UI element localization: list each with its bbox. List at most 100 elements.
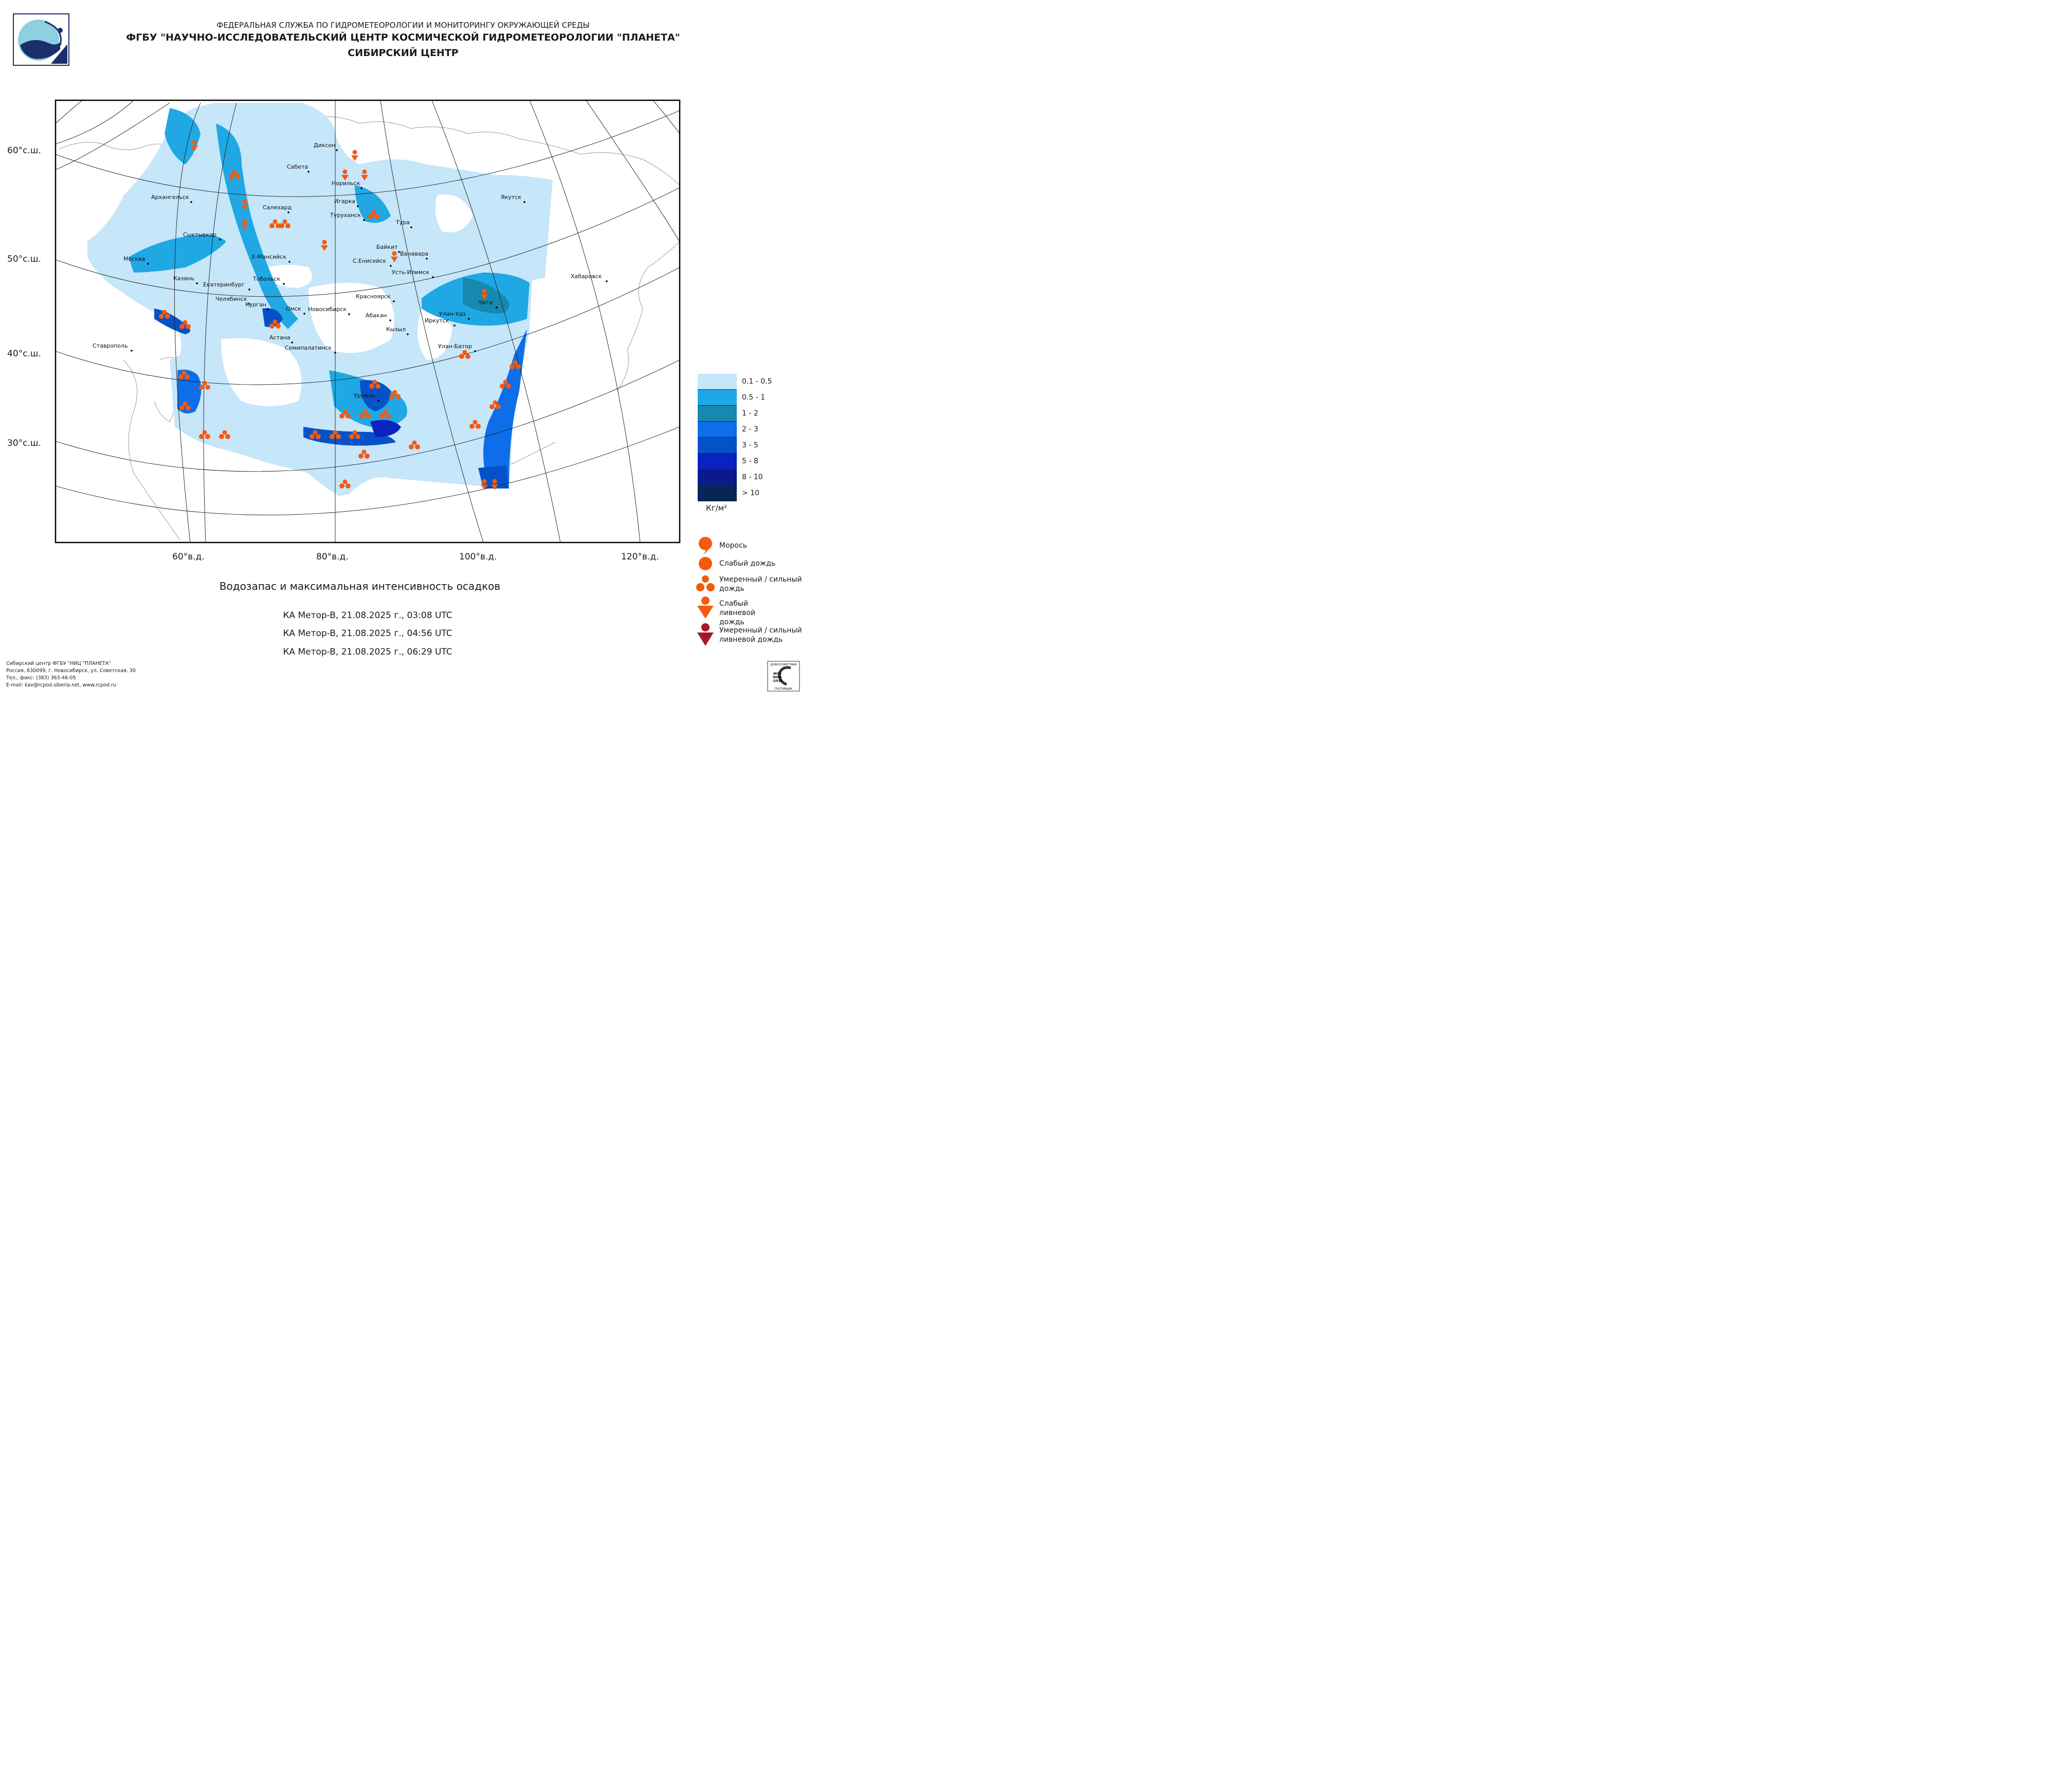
- legend-drizzle-label: Морось: [719, 541, 748, 550]
- legend-class: 2 - 3: [698, 422, 795, 438]
- iso-top-text: ДОБРОСОВЕСТНЫЙ: [771, 663, 797, 666]
- legend-swatch: [698, 438, 737, 454]
- light-shower-symbol: [391, 251, 398, 262]
- city-dot: [291, 341, 293, 343]
- lat-label-50: 50°с.ш.: [7, 254, 41, 264]
- iso-badge: ДОБРОСОВЕСТНЫЙ ИСО 9001 -2015 ПОСТАВЩИК: [767, 661, 800, 692]
- graticule: [56, 100, 680, 542]
- legend-swatch: [698, 454, 737, 469]
- city-dot: [523, 201, 525, 203]
- legend-label: 0.5 - 1: [742, 393, 766, 402]
- legend-swatch: [698, 390, 737, 406]
- lon-label-100: 100°в.д.: [459, 552, 497, 562]
- legend-light-shower-label: Слабый ливневой дождь: [719, 600, 755, 626]
- city-dot: [360, 187, 362, 189]
- legend-class: 8 - 10: [698, 469, 795, 485]
- city-dot: [248, 303, 250, 305]
- pass-1: КА Meтop-B, 21.08.2025 г., 03:08 UTC: [283, 610, 452, 621]
- lon-label-80: 80°в.д.: [316, 552, 349, 562]
- pass-3: КА Meтop-B, 21.08.2025 г., 06:29 UTC: [283, 647, 452, 657]
- city-label: Норильск: [332, 180, 360, 187]
- lat-label-30: 30°с.ш.: [7, 438, 41, 448]
- legend-label: 2 - 3: [742, 425, 758, 433]
- city-dot: [248, 288, 250, 291]
- city-dot: [357, 205, 359, 207]
- city-label: Сабета: [287, 164, 308, 170]
- city-dot: [468, 318, 470, 320]
- moderate-rain-symbol: [229, 170, 240, 179]
- city-label: Чита: [478, 299, 493, 306]
- pass-2: КА Meтop-B, 21.08.2025 г., 04:56 UTC: [283, 628, 452, 639]
- map-caption: Водозапас и максимальная интенсивность о…: [219, 580, 501, 592]
- moderate-rain-symbol: [489, 400, 501, 409]
- footer-contacts: Сибирский центр ФГБУ "НИЦ "ПЛАНЕТА" Росс…: [6, 660, 136, 689]
- heavy-shower-icon: [697, 623, 714, 646]
- moderate-rain-symbol: [389, 390, 401, 399]
- lat-label-60: 60°с.ш.: [7, 146, 41, 156]
- city-label: Улан-Удэ: [439, 311, 466, 317]
- city-dot: [363, 219, 365, 221]
- city-label: Омск: [286, 305, 301, 312]
- city-label: Салехард: [263, 204, 292, 211]
- city-dot: [410, 226, 412, 228]
- light-shower-symbol: [241, 199, 248, 210]
- city-dot: [377, 400, 379, 402]
- moderate-rain-symbol: [459, 350, 470, 359]
- moderate-rain-symbol: [159, 310, 170, 319]
- legend-swatch: [698, 406, 737, 422]
- moderate-rain-symbol: [179, 401, 191, 410]
- header-institute: ФГБУ "НАУЧНО-ИССЛЕДОВАТЕЛЬСКИЙ ЦЕНТР КОС…: [126, 32, 680, 43]
- city-label: Диксон: [314, 142, 335, 149]
- light-shower-symbol: [481, 479, 488, 490]
- city-dot: [307, 171, 310, 173]
- precipitation-map: Диксон Сабета Норильск Архангельск Игарка Сал…: [54, 99, 681, 544]
- moderate-rain-symbol: [379, 409, 391, 419]
- legend-swatch: [698, 422, 737, 438]
- legend-swatch: [698, 374, 737, 390]
- city-label: Байкит: [376, 244, 398, 250]
- city-dot: [393, 300, 395, 302]
- symbol-legend-icons: [696, 537, 715, 646]
- city-dot: [147, 263, 149, 265]
- lon-label-60: 60°в.д.: [172, 552, 205, 562]
- moderate-rain-symbol: [269, 319, 281, 329]
- city-dot: [453, 324, 456, 327]
- city-label: Челябинск: [215, 296, 247, 302]
- light-shower-symbol: [491, 479, 498, 490]
- city-dot: [334, 352, 336, 354]
- city-label: Якутск: [501, 194, 521, 201]
- city-dot: [474, 350, 476, 352]
- city-label: Иркутск: [425, 317, 449, 324]
- light-shower-icon: [697, 596, 714, 619]
- city-label: Астана: [269, 334, 290, 341]
- footer-phone: Тел., факс: (383) 363-46-05: [6, 675, 76, 681]
- moderate-rain-symbol: [330, 430, 341, 439]
- legend-heavy-shower-label: Умеренный / сильный ливневой дождь: [719, 626, 802, 644]
- city-label: Тобольск: [252, 276, 281, 282]
- light-shower-symbol: [351, 150, 358, 161]
- moderate-rain-symbol: [279, 219, 290, 228]
- light-shower-symbol: [341, 169, 349, 180]
- city-dot: [398, 251, 400, 253]
- city-dot: [303, 313, 305, 315]
- moderate-rain-symbol: [368, 210, 379, 219]
- header-center: СИБИРСКИЙ ЦЕНТР: [348, 47, 459, 59]
- moderate-rain-symbol: [469, 420, 481, 429]
- header-agency: ФЕДЕРАЛЬНАЯ СЛУЖБА ПО ГИДРОМЕТЕОРОЛОГИИ …: [216, 21, 590, 30]
- moderate-rain-symbol: [178, 370, 190, 379]
- moderate-rain-symbol: [339, 479, 351, 489]
- city-label: Новосибирск: [308, 306, 347, 313]
- city-dot: [426, 258, 428, 260]
- moderate-rain-symbol: [349, 430, 360, 439]
- city-dot: [390, 265, 392, 267]
- city-label: Архангельск: [151, 194, 189, 201]
- city-label: Курган: [245, 301, 266, 308]
- moderate-rain-symbol: [369, 379, 380, 389]
- legend-unit: Кг/м²: [706, 503, 727, 513]
- city-label: Туруханск: [330, 212, 361, 219]
- city-label: Улан-Батор: [438, 343, 472, 350]
- light-shower-symbol: [191, 140, 198, 151]
- light-rain-icon: [699, 557, 712, 570]
- footer-email: E-mail: kav@rcpod.siberia.net, www.rcpod…: [6, 682, 116, 688]
- light-shower-symbol: [321, 240, 328, 251]
